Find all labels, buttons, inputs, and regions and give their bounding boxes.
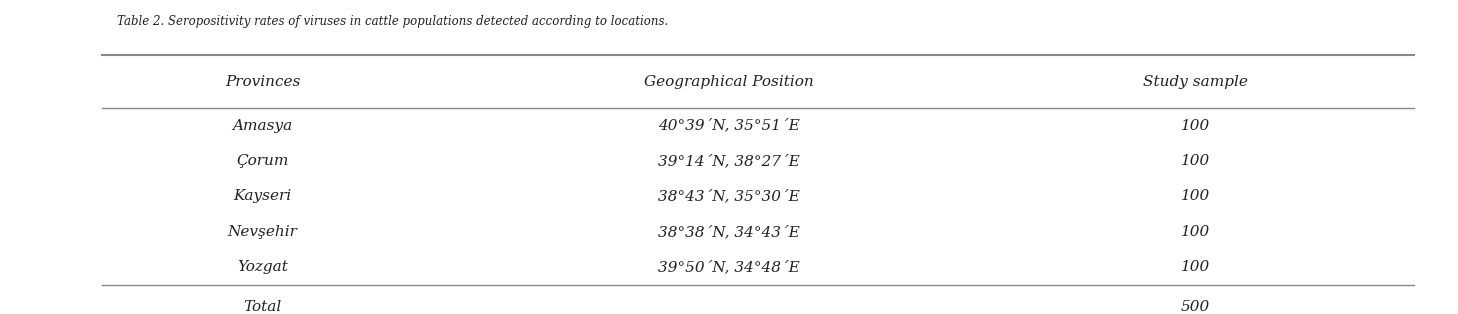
Text: Yozgat: Yozgat bbox=[238, 260, 287, 274]
Text: Çorum: Çorum bbox=[236, 154, 289, 168]
Text: 100: 100 bbox=[1181, 260, 1210, 274]
Text: Geographical Position: Geographical Position bbox=[644, 75, 814, 89]
Text: 40°39´N, 35°51´E: 40°39´N, 35°51´E bbox=[658, 119, 800, 133]
Text: Kayseri: Kayseri bbox=[233, 189, 292, 203]
Text: Provinces: Provinces bbox=[225, 75, 300, 89]
Text: Nevşehir: Nevşehir bbox=[227, 225, 297, 239]
Text: Total: Total bbox=[243, 300, 281, 314]
Text: 500: 500 bbox=[1181, 300, 1210, 314]
Text: Amasya: Amasya bbox=[232, 119, 293, 133]
Text: Study sample: Study sample bbox=[1143, 75, 1248, 89]
Text: 39°50´N, 34°48´E: 39°50´N, 34°48´E bbox=[658, 260, 800, 274]
Text: Table 2. Seropositivity rates of viruses in cattle populations detected accordin: Table 2. Seropositivity rates of viruses… bbox=[117, 15, 668, 28]
Text: 100: 100 bbox=[1181, 189, 1210, 203]
Text: 38°43´N, 35°30´E: 38°43´N, 35°30´E bbox=[658, 189, 800, 203]
Text: 100: 100 bbox=[1181, 154, 1210, 168]
Text: 38°38´N, 34°43´E: 38°38´N, 34°43´E bbox=[658, 225, 800, 239]
Text: 100: 100 bbox=[1181, 119, 1210, 133]
Text: 100: 100 bbox=[1181, 225, 1210, 239]
Text: 39°14´N, 38°27´E: 39°14´N, 38°27´E bbox=[658, 154, 800, 168]
